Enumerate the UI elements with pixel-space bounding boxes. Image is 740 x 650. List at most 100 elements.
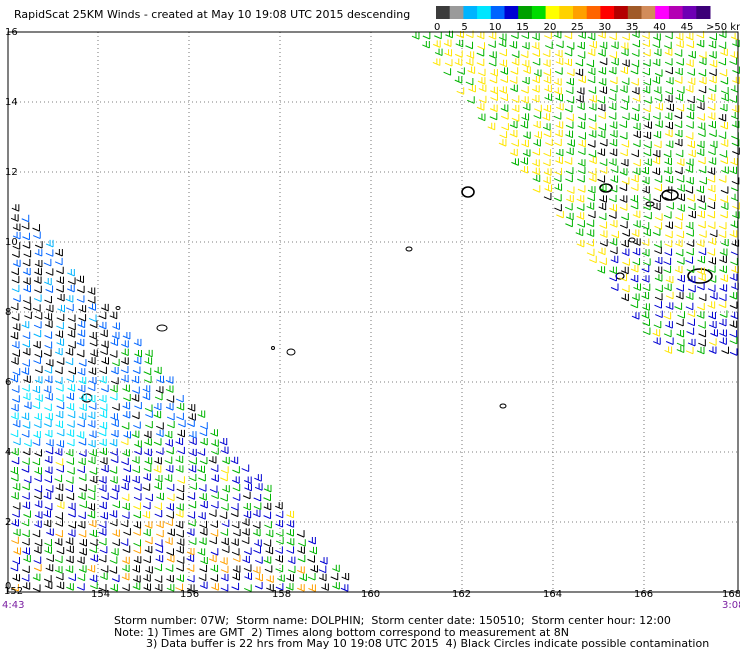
wind-barb [674,265,683,274]
wind-barb [709,229,718,238]
wind-barb [543,104,552,113]
wind-barb [454,58,463,67]
wind-barb [642,318,651,327]
wind-barb [332,582,340,590]
wind-barb [318,565,327,574]
wind-barb [23,303,32,311]
wind-barb [101,303,109,312]
wind-barb [78,376,87,385]
wind-barb [176,395,184,403]
wind-barb [68,521,76,529]
wind-barb [589,255,597,264]
wind-barb [341,573,350,581]
wind-barb [664,166,672,175]
wind-barb [54,376,63,385]
wind-barb [665,291,674,300]
wind-barb [631,113,639,122]
wind-barb [43,519,52,528]
wind-barb [10,467,19,475]
wind-barb [730,158,738,166]
wind-barb [89,339,98,347]
wind-barb [197,548,206,556]
wind-barb [143,473,151,481]
wind-barb [555,129,563,138]
wind-barb [620,148,628,157]
wind-barb [21,214,30,223]
wind-barb [44,429,53,438]
wind-barb [197,465,206,474]
wind-barb [55,249,63,257]
wind-barb [653,131,662,139]
wind-barb [542,49,551,58]
wind-barb [707,175,716,183]
wind-barb [56,338,65,347]
wind-barb [208,456,217,464]
wind-barb [631,104,640,112]
wind-barb [156,422,164,430]
wind-barb [653,86,662,94]
wind-barb [89,529,97,538]
wind-barb [532,49,541,57]
wind-barb [77,385,86,393]
wind-barb [599,138,608,147]
wind-barb [66,555,74,564]
wind-barb [33,556,42,565]
wind-barb [500,67,509,75]
wind-barb [252,521,261,529]
wind-barb [465,78,474,86]
wind-barb [555,57,564,66]
wind-barb [674,302,683,311]
wind-barb [34,511,43,519]
island-outline [628,237,636,243]
wind-barb [632,167,641,176]
wind-barb [698,329,707,338]
wind-barb [177,419,186,428]
wind-barb [589,95,597,103]
wind-barb [653,240,662,248]
wind-barb [708,157,717,166]
wind-barb [686,121,694,129]
wind-barb [208,554,217,563]
wind-barb [222,485,230,493]
footer-note-1: Note: 1) Times are GMT 2) Times along bo… [114,626,569,639]
wind-barb [101,357,109,365]
wind-barb [455,39,464,48]
wind-barb [729,301,738,309]
wind-barb [663,150,672,158]
wind-barb [709,60,718,68]
wind-barb [11,284,20,293]
wind-barb [621,284,630,293]
wind-barb [720,274,728,283]
wind-barb [110,430,119,438]
wind-barb [68,573,76,582]
wind-barb [12,294,21,303]
wind-barb [532,33,540,41]
wind-barb [665,87,673,95]
wind-barb [198,512,206,520]
wind-barb [510,67,519,75]
wind-barb [718,222,727,230]
wind-barb [45,249,54,257]
wind-barb [56,357,65,365]
wind-barb [198,474,206,482]
wind-barb [542,59,551,68]
wind-barb [698,339,706,347]
wind-barb [199,457,208,465]
wind-barb [575,58,584,67]
wind-barb [597,247,606,256]
wind-barb [708,237,717,246]
wind-barb [632,248,641,256]
wind-barb [12,349,20,357]
wind-barb [340,584,349,592]
wind-barb [521,60,530,68]
wind-barb [565,212,574,221]
wind-barb [555,40,564,49]
wind-barb [545,138,553,147]
wind-barb [55,572,64,581]
wind-barb [652,76,661,84]
wind-barb [32,573,41,582]
wind-barb [109,466,118,474]
wind-barb [12,223,21,232]
wind-barb [21,518,30,527]
wind-barb [490,93,498,102]
